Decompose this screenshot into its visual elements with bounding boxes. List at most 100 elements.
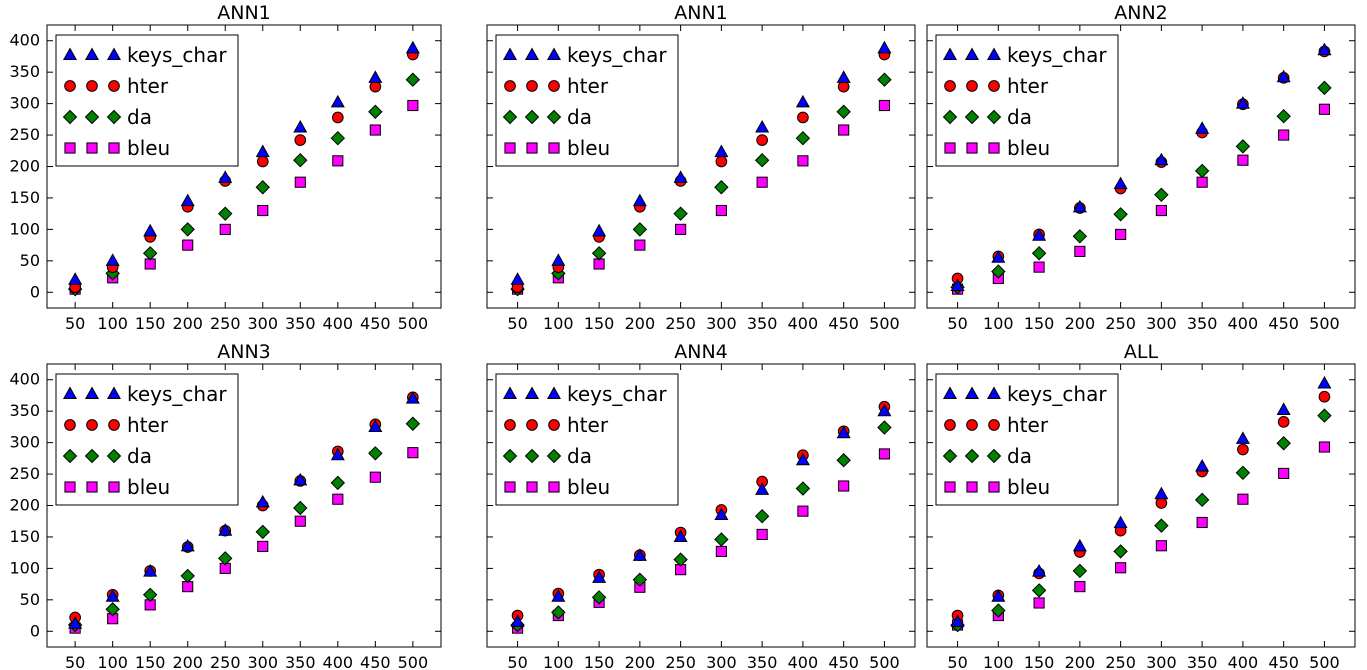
data-point-bleu	[1155, 204, 1167, 217]
x-tick-label: 450	[360, 314, 391, 333]
data-point-keys_char	[143, 223, 158, 237]
x-tick-label: 300	[706, 653, 737, 670]
legend-marker-bleu	[526, 481, 538, 493]
data-point-bleu	[1033, 261, 1045, 273]
legend-marker-bleu	[944, 481, 956, 493]
data-point-bleu	[838, 480, 850, 492]
data-point-keys_char	[795, 94, 810, 108]
legend-marker-bleu	[108, 142, 120, 154]
x-tick-label: 400	[1228, 314, 1259, 333]
legend-marker-bleu	[504, 142, 516, 154]
legend-marker-da	[524, 448, 540, 464]
data-point-bleu	[1278, 129, 1290, 141]
x-tick-label: 250	[665, 314, 696, 333]
legend-marker-hter	[86, 80, 98, 92]
data-point-bleu	[369, 124, 381, 136]
data-point-bleu	[878, 99, 890, 112]
data-point-hter	[797, 111, 809, 124]
legend-box	[935, 373, 1119, 506]
data-point-da	[1276, 436, 1291, 451]
data-point-keys_char	[795, 452, 810, 466]
legend-label: da	[1007, 105, 1032, 129]
data-point-keys_char	[1072, 199, 1087, 213]
legend-box	[935, 34, 1119, 167]
x-tick-label: 500	[398, 653, 429, 670]
data-point-keys_char	[1072, 538, 1087, 552]
data-point-keys_char	[991, 589, 1006, 602]
y-tick-label: 400	[9, 31, 40, 50]
x-tick-label: 450	[360, 653, 391, 670]
legend-marker-keys_char	[84, 47, 100, 61]
chart-panel-2: ANN1 50 100 150 200 250 300 350 400 450 500 keys_ch…	[486, 2, 916, 333]
legend-marker-bleu	[966, 481, 978, 493]
legend-label: bleu	[127, 136, 170, 160]
data-point-da	[1072, 563, 1088, 579]
data-point-keys_char	[632, 193, 647, 207]
legend-marker-da	[964, 109, 980, 125]
legend-marker-hter	[86, 419, 98, 431]
data-point-keys_char	[405, 391, 420, 404]
data-point-da	[293, 153, 308, 168]
data-point-da	[836, 104, 851, 119]
x-tick-label: 200	[1065, 314, 1096, 333]
data-point-bleu	[1237, 493, 1249, 505]
data-point-bleu	[369, 471, 381, 483]
x-tick-label: 100	[543, 314, 574, 333]
legend-marker-hter	[504, 419, 516, 431]
data-point-da	[991, 264, 1006, 279]
x-tick-label: 150	[135, 653, 166, 670]
data-point-da	[1317, 80, 1332, 96]
data-point-keys_char	[1032, 228, 1047, 241]
y-tick-label: 350	[9, 401, 40, 420]
x-tick-label: 50	[947, 653, 967, 670]
data-point-da	[180, 222, 195, 237]
data-point-keys_char	[143, 564, 158, 577]
data-point-keys_char	[1317, 375, 1332, 389]
legend-label: da	[127, 444, 152, 468]
x-tick-label: 250	[210, 314, 241, 333]
legend-marker-hter	[526, 419, 538, 431]
data-point-da	[754, 508, 770, 524]
legend-marker-keys_char	[942, 47, 958, 61]
data-point-da	[1154, 187, 1169, 203]
data-point-bleu	[838, 124, 850, 136]
x-tick-label: 450	[1268, 314, 1299, 333]
legend-marker-keys_char	[546, 47, 562, 61]
data-point-da	[591, 590, 607, 605]
data-point-bleu	[797, 505, 809, 517]
data-point-da	[105, 602, 120, 617]
data-point-hter	[1237, 443, 1249, 456]
data-point-bleu	[675, 223, 687, 235]
data-point-bleu	[878, 448, 890, 460]
y-tick-label: 350	[9, 62, 40, 81]
legend-box	[495, 373, 679, 506]
data-point-keys_char	[1113, 176, 1128, 190]
legend-marker-keys_char	[524, 47, 540, 61]
data-point-keys_char	[405, 40, 420, 54]
legend-label: keys_char	[567, 382, 667, 406]
x-tick-label: 200	[1065, 653, 1096, 670]
y-tick-label: 200	[9, 157, 40, 176]
y-tick-label: 100	[9, 558, 40, 577]
x-tick-label: 100	[543, 653, 574, 670]
legend-marker-da	[84, 109, 100, 125]
data-point-da	[1276, 108, 1291, 124]
legend-marker-da	[986, 448, 1002, 464]
x-tick-label: 250	[1105, 314, 1136, 333]
data-point-bleu	[332, 493, 344, 505]
x-tick-label: 400	[323, 314, 354, 333]
data-point-keys_char	[592, 223, 607, 237]
legend-marker-hter	[944, 419, 956, 431]
x-tick-label: 500	[869, 314, 900, 333]
data-point-hter	[369, 80, 382, 93]
x-tick-label: 400	[788, 314, 819, 333]
data-point-bleu	[257, 540, 269, 552]
legend-marker-bleu	[966, 142, 978, 154]
data-point-bleu	[715, 204, 727, 217]
data-point-keys_char	[1154, 152, 1169, 166]
legend-marker-keys_char	[106, 386, 122, 400]
data-point-keys_char	[68, 616, 83, 629]
legend-label: keys_char	[1007, 43, 1107, 67]
data-point-bleu	[1196, 516, 1208, 529]
x-tick-label: 200	[172, 314, 203, 333]
